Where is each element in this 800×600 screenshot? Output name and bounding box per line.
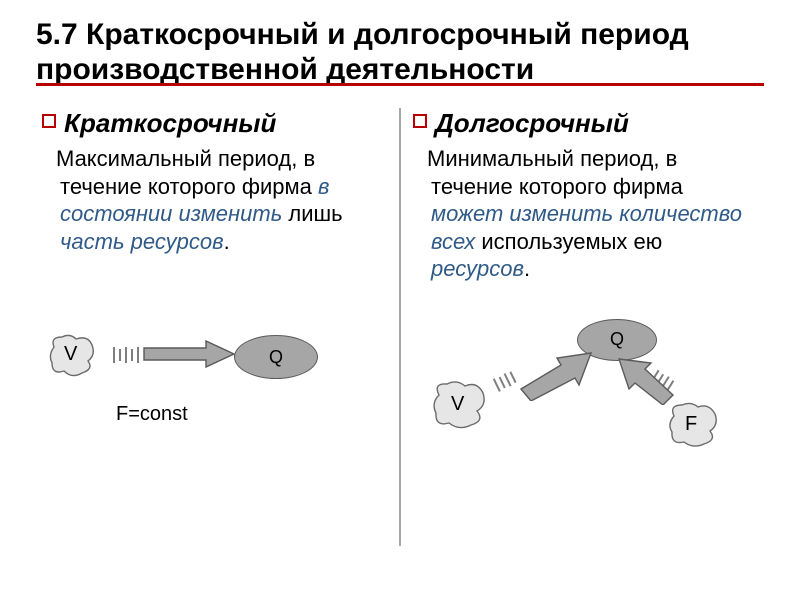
right-column: Долгосрочный Минимальный период, в течен… <box>407 108 764 546</box>
left-heading: Краткосрочный <box>64 108 276 139</box>
left-body-em2: часть ресурсов <box>60 229 224 254</box>
node-q: Q <box>234 335 318 379</box>
bullet-icon <box>42 114 56 128</box>
left-diagram: V Q <box>42 291 387 451</box>
column-divider <box>399 108 401 546</box>
title-rule <box>36 83 764 86</box>
arrow-fq <box>617 345 679 405</box>
node-v-r-label: V <box>451 393 464 416</box>
right-heading: Долгосрочный <box>435 108 629 139</box>
right-body-pre: Минимальный период, в течение которого ф… <box>427 146 683 199</box>
node-q-label: Q <box>269 347 283 368</box>
left-column: Краткосрочный Максимальный период, в теч… <box>36 108 393 546</box>
const-label: F=const <box>116 403 188 426</box>
left-body-mid: лишь <box>282 201 342 226</box>
arrow-vq <box>142 339 238 369</box>
right-body-mid: используемых ею <box>475 229 662 254</box>
bullet-icon <box>413 114 427 128</box>
node-f-label: F <box>685 413 697 436</box>
slide-title: 5.7 Краткосрочный и долгосрочный период … <box>36 18 764 87</box>
right-body: Минимальный период, в течение которого ф… <box>431 145 758 283</box>
right-body-em2: ресурсов <box>431 256 524 281</box>
right-body-post: . <box>524 256 530 281</box>
two-columns: Краткосрочный Максимальный период, в теч… <box>36 108 764 546</box>
node-v-label: V <box>64 343 77 366</box>
right-diagram: Q V F <box>413 301 758 481</box>
arrow-vq-r <box>517 345 597 401</box>
hash-icon <box>112 345 146 365</box>
left-body-pre: Максимальный период, в течение которого … <box>56 146 318 199</box>
left-heading-row: Краткосрочный <box>42 108 387 139</box>
left-body: Максимальный период, в течение которого … <box>60 145 387 255</box>
left-body-post: . <box>224 229 230 254</box>
right-heading-row: Долгосрочный <box>413 108 758 139</box>
